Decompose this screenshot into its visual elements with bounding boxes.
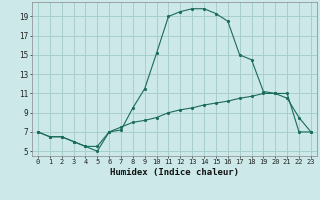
- X-axis label: Humidex (Indice chaleur): Humidex (Indice chaleur): [110, 168, 239, 177]
